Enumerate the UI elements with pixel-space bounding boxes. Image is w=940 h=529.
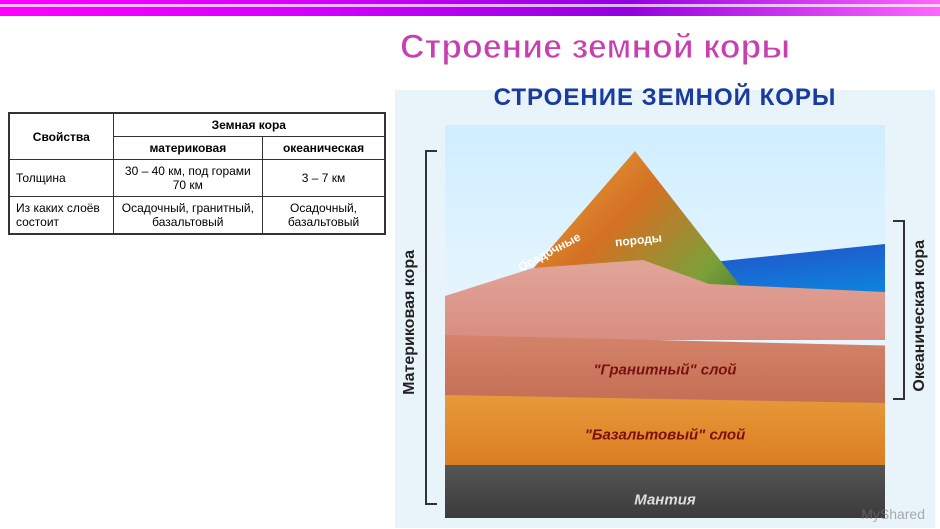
bracket-left-icon [425, 150, 437, 505]
label-continental-crust: Материковая кора [401, 250, 419, 395]
cell-thickness-cont: 30 – 40 км, под горами 70 км [113, 160, 262, 197]
layer-granite-label: "Гранитный" слой [445, 362, 885, 379]
table-row: Свойства Земная кора [10, 114, 385, 137]
cell-layers-ocean: Осадочный, базальтовый [263, 197, 385, 234]
cross-section-scene: Осадочные породы "Гранитный" слой "Базал… [445, 125, 885, 518]
diagram-title: СТРОЕНИЕ ЗЕМНОЙ КОРЫ [395, 84, 935, 112]
crust-properties-table: Свойства Земная кора материковая океанич… [8, 112, 386, 235]
col-continental: материковая [113, 137, 262, 160]
col-header-properties: Свойства [10, 114, 114, 160]
table-row: Толщина 30 – 40 км, под горами 70 км 3 –… [10, 160, 385, 197]
layer-granite: "Гранитный" слой [445, 335, 885, 405]
page-title: Строение земной коры [400, 28, 790, 67]
table-row: Из каких слоёв состоит Осадочный, гранит… [10, 197, 385, 234]
crust-diagram: СТРОЕНИЕ ЗЕМНОЙ КОРЫ Материковая кора Ок… [395, 90, 935, 528]
layer-basalt-label: "Базальтовый" слой [445, 427, 885, 444]
top-decorative-stripe [0, 0, 940, 18]
label-oceanic-crust: Океаническая кора [911, 240, 929, 392]
watermark-text: MyShared [861, 506, 925, 522]
layer-basalt: "Базальтовый" слой [445, 395, 885, 475]
cell-layers-cont: Осадочный, гранитный, базальтовый [113, 197, 262, 234]
col-oceanic: океаническая [263, 137, 385, 160]
layer-mantle: Мантия [445, 465, 885, 518]
cell-thickness-ocean: 3 – 7 км [263, 160, 385, 197]
layer-mantle-label: Мантия [445, 492, 885, 509]
row-layers-label: Из каких слоёв состоит [10, 197, 114, 234]
col-header-crust: Земная кора [113, 114, 384, 137]
row-thickness-label: Толщина [10, 160, 114, 197]
bracket-right-icon [893, 220, 905, 400]
